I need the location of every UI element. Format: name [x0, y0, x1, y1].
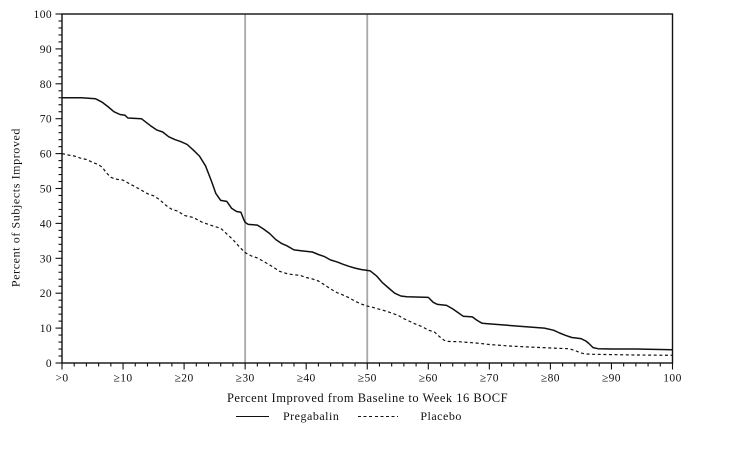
svg-text:≥20: ≥20	[175, 373, 194, 385]
placebo-line-swatch	[358, 415, 399, 418]
y-axis-label: Percent of Subjects Improved	[8, 127, 23, 288]
svg-text:50: 50	[40, 184, 52, 196]
svg-text:70: 70	[40, 114, 52, 126]
svg-text:10: 10	[40, 323, 52, 335]
svg-text:30: 30	[40, 253, 52, 265]
svg-text:0: 0	[46, 358, 52, 370]
svg-text:≥30: ≥30	[236, 373, 255, 385]
svg-text:≥10: ≥10	[114, 373, 133, 385]
svg-text:100: 100	[663, 373, 681, 385]
svg-text:>0: >0	[55, 373, 68, 385]
svg-text:90: 90	[40, 44, 52, 56]
svg-text:100: 100	[34, 9, 52, 21]
x-axis-label: Percent Improved from Baseline to Week 1…	[226, 391, 509, 405]
svg-text:≥80: ≥80	[541, 373, 560, 385]
chart-legend: Pregabalin Placebo	[236, 409, 462, 424]
svg-text:40: 40	[40, 218, 52, 230]
svg-text:≥90: ≥90	[602, 373, 621, 385]
svg-text:≥60: ≥60	[419, 373, 438, 385]
legend-label-pregabalin: Pregabalin	[283, 409, 340, 423]
legend-label-placebo: Placebo	[420, 409, 462, 423]
svg-text:≥40: ≥40	[297, 373, 316, 385]
svg-text:80: 80	[40, 79, 52, 91]
pregabalin-line-swatch	[236, 416, 269, 417]
svg-text:60: 60	[40, 149, 52, 161]
svg-text:≥50: ≥50	[358, 373, 377, 385]
svg-text:≥70: ≥70	[480, 373, 499, 385]
svg-text:20: 20	[40, 288, 52, 300]
